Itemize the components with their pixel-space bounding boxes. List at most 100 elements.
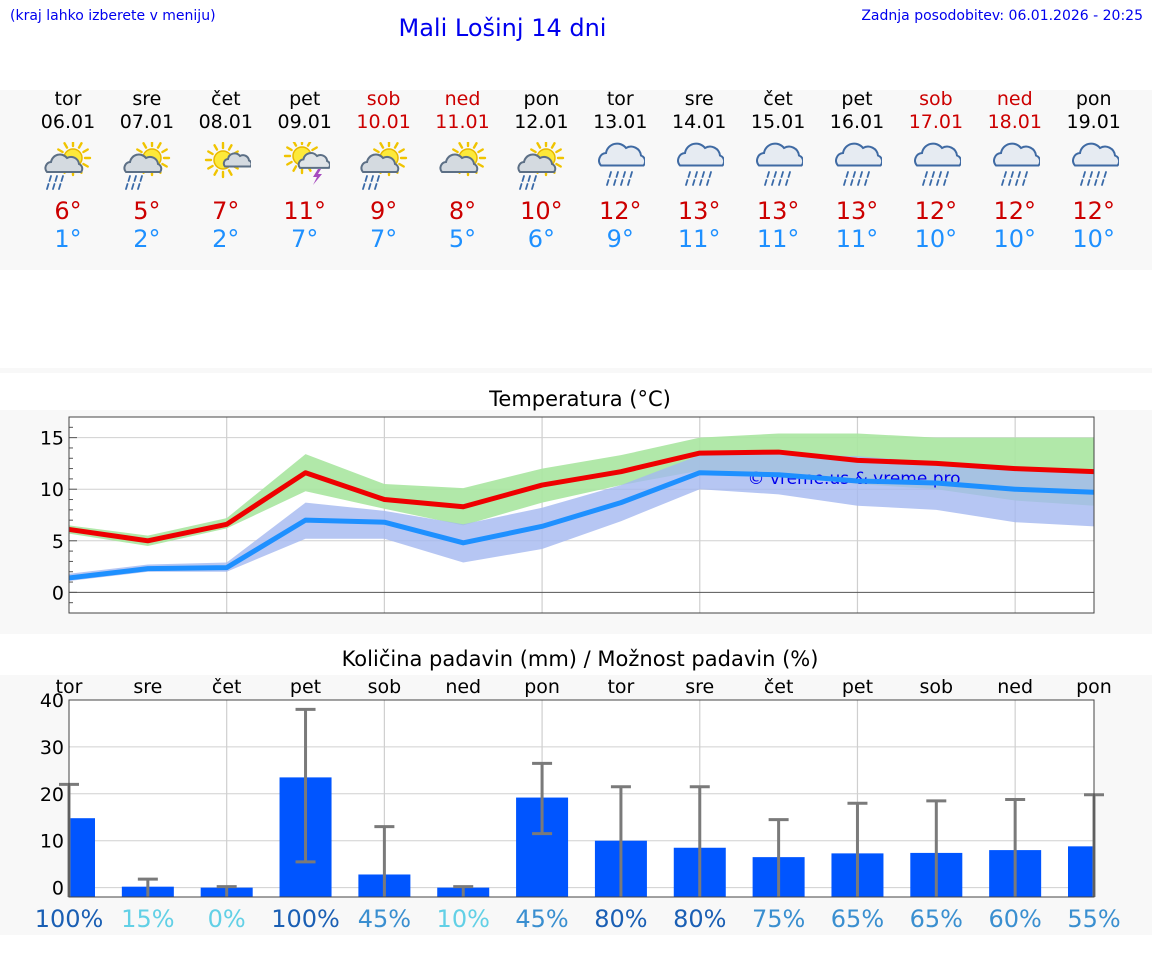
- day-temp-min: 10°: [1072, 225, 1115, 253]
- sun-ray: [156, 142, 162, 149]
- cloud-rain-icon: [835, 142, 882, 186]
- rain-drop: [1010, 171, 1014, 178]
- rain-drop: [701, 171, 706, 178]
- day-temp-max: 12°: [1072, 197, 1115, 225]
- day-temp-max: 9°: [369, 197, 398, 225]
- cloud-rain-icon: [598, 142, 646, 186]
- rain-drop: [1103, 171, 1107, 178]
- cloud-shape: [123, 153, 163, 173]
- rain-drop: [850, 179, 854, 186]
- day-temp-max: 10°: [520, 197, 563, 225]
- cloud-shape: [677, 142, 725, 167]
- sun-ray: [457, 142, 463, 149]
- rain-drop: [376, 175, 380, 182]
- day-temp-min: 1°: [54, 225, 82, 253]
- temperature-panel-background: [0, 410, 1152, 634]
- sun-ray: [227, 169, 233, 176]
- rain-drop: [1096, 171, 1100, 178]
- sun-ray: [292, 142, 297, 147]
- day-date: 13.01: [593, 111, 648, 133]
- sun-ray: [291, 165, 297, 172]
- day-name: pet: [841, 88, 873, 110]
- sun-ray: [77, 142, 83, 149]
- cloud-shape: [756, 142, 804, 167]
- rain-drop: [613, 179, 617, 186]
- cloud-shape: [992, 142, 1040, 167]
- rain-drop: [859, 171, 863, 178]
- rain-drop: [1086, 179, 1091, 186]
- rain-drop: [866, 171, 870, 178]
- rain-drop: [60, 175, 64, 182]
- cloud-shape: [360, 153, 399, 173]
- precipitation-panel-background: [0, 675, 1152, 935]
- rain-drop: [787, 171, 791, 178]
- sun-ray: [536, 142, 542, 149]
- sun-ray: [551, 142, 557, 149]
- sun-ray: [135, 148, 143, 154]
- location-menu-hint[interactable]: (kraj lahko izberete v meniju): [10, 8, 216, 24]
- rain-drop: [928, 179, 933, 186]
- rain-drop: [771, 179, 775, 186]
- rain-drop: [130, 183, 135, 190]
- sun-ray: [310, 146, 318, 152]
- rain-drop: [606, 179, 610, 186]
- day-temp-min: 11°: [835, 225, 879, 253]
- sun-cloud-rain-icon: [123, 142, 171, 190]
- rain-drop: [364, 175, 368, 182]
- sun-ray: [82, 162, 89, 168]
- day-temp-min: 11°: [677, 225, 721, 253]
- day-temp-max: 7°: [212, 197, 240, 225]
- day-name: sre: [132, 88, 162, 110]
- cloud-rain-icon: [992, 142, 1040, 186]
- sun-ray: [213, 169, 218, 176]
- day-temp-max: 12°: [993, 197, 1037, 225]
- day-temp-min: 10°: [993, 225, 1037, 253]
- day-date: 07.01: [119, 111, 175, 133]
- rain-drop: [935, 179, 940, 186]
- rain-drop: [1003, 171, 1007, 178]
- day-name: čet: [211, 88, 241, 110]
- rain-drop: [785, 179, 789, 186]
- day-date: 08.01: [198, 111, 253, 133]
- day-date: 18.01: [987, 111, 1042, 133]
- rain-drop: [531, 183, 535, 190]
- sun-ray: [82, 148, 89, 154]
- sun-ray: [555, 162, 563, 168]
- day-temp-max: 13°: [835, 197, 879, 225]
- day-temp-max: 12°: [914, 197, 958, 225]
- sun-ray: [476, 148, 484, 154]
- sun-small-cloud-icon: [204, 142, 251, 179]
- sun-ray: [213, 144, 218, 151]
- day-name: sob: [919, 88, 953, 110]
- day-temp-max: 13°: [677, 197, 721, 225]
- sun-ray: [306, 142, 312, 147]
- day-date: 19.01: [1066, 111, 1121, 133]
- sun-ray: [161, 162, 168, 168]
- rain-drop: [58, 183, 62, 190]
- sun-ray: [285, 146, 293, 152]
- rain-drop: [778, 179, 782, 186]
- sun-ray: [206, 164, 214, 170]
- cloud-shape: [1071, 142, 1119, 167]
- sun-ray: [393, 142, 399, 149]
- day-date: 14.01: [671, 111, 727, 133]
- rain-drop: [367, 183, 371, 190]
- sun-ray: [397, 148, 405, 154]
- day-temp-max: 11°: [283, 197, 326, 225]
- rain-drop: [373, 183, 377, 190]
- cloud-rain-icon: [756, 142, 804, 186]
- day-temp-min: 7°: [291, 225, 319, 253]
- rain-drop: [139, 175, 143, 182]
- cloud-shape: [598, 142, 646, 167]
- sun-cloud-thunder-icon: [283, 142, 330, 185]
- rain-drop: [942, 179, 947, 186]
- rain-drop: [773, 171, 777, 178]
- sun-ray: [227, 144, 233, 151]
- rain-drop: [708, 171, 713, 178]
- day-date: 10.01: [356, 111, 411, 133]
- cloud-rain-icon: [914, 142, 961, 186]
- cloud-rain-icon: [1071, 142, 1119, 186]
- rain-drop: [521, 175, 526, 182]
- rain-drop: [525, 183, 529, 190]
- day-name: tor: [606, 88, 634, 110]
